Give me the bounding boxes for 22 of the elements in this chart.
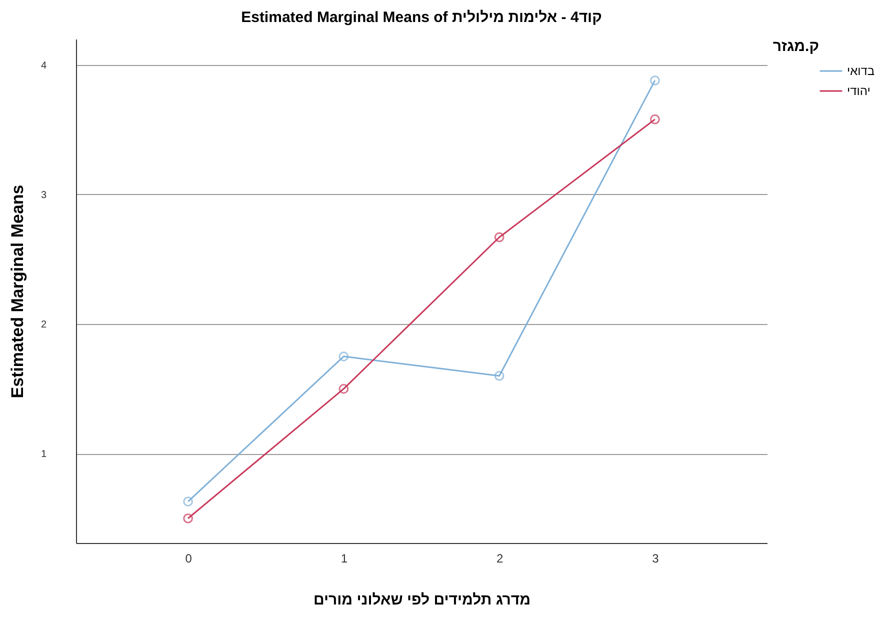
y-tick-label: 2 [40, 320, 47, 331]
y-tick-label: 1 [40, 449, 47, 460]
y-axis-title: Estimated Marginal Means [8, 184, 27, 398]
x-tick-label: 2 [496, 552, 504, 566]
y-tick-label: 4 [40, 60, 47, 72]
legend-label: בדואי [847, 64, 875, 78]
point [183, 513, 193, 524]
point [338, 352, 349, 362]
y-tick-label: 3 [40, 190, 47, 201]
x-tick-label: 3 [652, 552, 660, 566]
x-tick-label: 0 [185, 552, 192, 566]
point [183, 496, 193, 506]
point [650, 114, 660, 124]
legend-label: יהודי [847, 84, 870, 98]
x-axis-title: מדרג תלמידים לפי שאלוני מורים [313, 592, 531, 608]
chart-title: Estimated Marginal Means of קוד4 - אלימות מילולית [241, 9, 602, 26]
legend-title: ק.מגזר [772, 38, 819, 55]
point [494, 232, 504, 242]
point [494, 370, 504, 381]
point [650, 76, 660, 86]
point [338, 384, 349, 394]
x-tick-label: 1 [340, 552, 348, 566]
